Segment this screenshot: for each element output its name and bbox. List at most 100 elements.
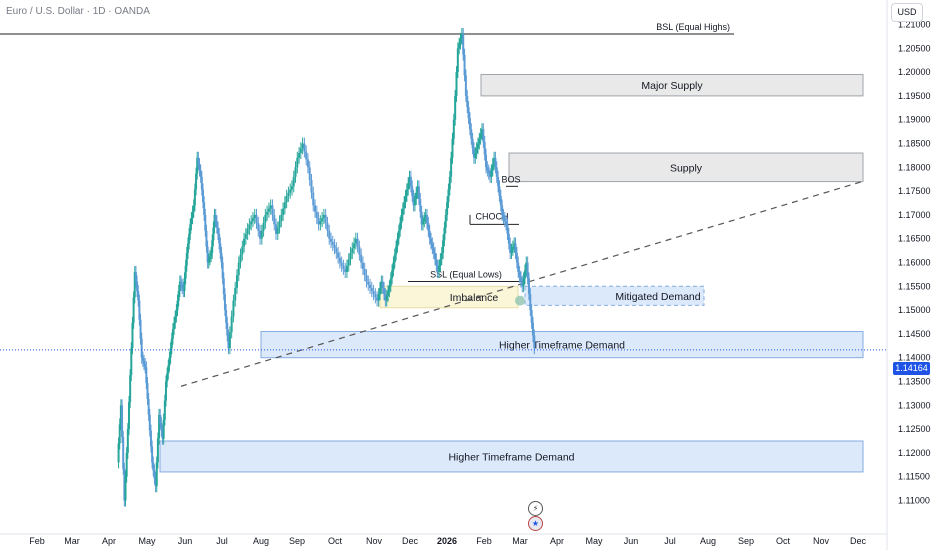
- candle-body: [212, 227, 215, 241]
- candle-body: [353, 243, 356, 249]
- candle-body: [206, 246, 209, 263]
- candle-body: [208, 256, 211, 260]
- x-tick-label: Oct: [328, 536, 343, 546]
- candle-body: [175, 310, 178, 317]
- candle-body: [269, 205, 272, 209]
- candle-body: [463, 54, 466, 76]
- candle-body: [119, 405, 122, 425]
- candle-body: [498, 186, 501, 196]
- candle-body: [273, 214, 276, 225]
- currency-button[interactable]: USD: [891, 3, 923, 22]
- candle-body: [301, 143, 304, 149]
- candle-body: [361, 262, 364, 269]
- candle-body: [232, 300, 235, 317]
- candle-body: [219, 243, 222, 253]
- x-tick-label: Jul: [664, 536, 676, 546]
- candle-body: [162, 419, 165, 439]
- candle-body: [276, 227, 279, 234]
- y-tick-label: 1.15500: [898, 281, 931, 291]
- candle-body: [430, 238, 433, 244]
- candle-body: [315, 211, 318, 219]
- candle-body: [160, 422, 163, 431]
- candle-body: [228, 332, 231, 349]
- candle-body: [305, 151, 308, 160]
- candle-body: [223, 294, 226, 311]
- candle-body: [519, 276, 522, 282]
- candle-body: [349, 252, 352, 260]
- candle-body: [419, 199, 422, 212]
- candle-body: [333, 245, 336, 249]
- candle-body: [438, 265, 441, 273]
- lightning-event-icon[interactable]: ⚡: [528, 501, 543, 516]
- candle-body: [141, 357, 144, 361]
- candle-body: [434, 252, 437, 260]
- candle-body: [515, 252, 518, 263]
- candle-body: [217, 227, 220, 234]
- x-tick-label: Sep: [289, 536, 305, 546]
- candle-body: [448, 176, 451, 190]
- candle-body: [439, 259, 442, 266]
- candle-body: [501, 205, 504, 215]
- candle-body: [124, 476, 127, 501]
- candle-body: [173, 322, 176, 330]
- us-flag-event-icon[interactable]: ★: [528, 516, 543, 531]
- candle-body: [185, 252, 188, 266]
- candle-body: [403, 202, 406, 209]
- candle-body: [338, 257, 341, 263]
- x-tick-label: Apr: [102, 536, 116, 546]
- y-tick-label: 1.11000: [898, 496, 930, 506]
- candle-body: [308, 167, 311, 180]
- candle-body: [533, 335, 536, 349]
- candle-body: [280, 214, 283, 222]
- candle-body: [396, 238, 399, 247]
- x-tick-label: Apr: [550, 536, 564, 546]
- candle-body: [411, 186, 414, 196]
- candle-body: [317, 218, 320, 225]
- candle-body: [472, 148, 475, 158]
- candle-body: [506, 224, 509, 234]
- candle-body: [460, 34, 463, 39]
- candle-body: [523, 270, 526, 279]
- candle-body: [529, 294, 532, 311]
- candle-body: [213, 214, 216, 228]
- candle-body: [161, 430, 164, 439]
- candle-body: [196, 157, 199, 174]
- zone-label: Higher Timeframe Demand: [448, 451, 574, 463]
- candle-body: [389, 278, 392, 287]
- candle-body: [230, 316, 233, 333]
- candle-body: [182, 287, 185, 292]
- candle-body: [140, 338, 143, 358]
- candle-body: [169, 348, 172, 358]
- candle-body: [392, 262, 395, 271]
- candle-body: [181, 284, 184, 288]
- candle-body: [133, 272, 136, 298]
- symbol-title: Euro / U.S. Dollar · 1D · OANDA: [6, 6, 150, 17]
- candle-body: [391, 270, 394, 279]
- candle-body: [485, 154, 488, 168]
- candle-body: [260, 230, 263, 239]
- candle-body: [407, 183, 410, 190]
- candle-body: [255, 214, 258, 223]
- candle-body: [282, 208, 285, 215]
- candle-body: [385, 295, 388, 301]
- candle-body: [189, 224, 192, 234]
- candle-body: [201, 189, 204, 203]
- x-tick-label: Feb: [29, 536, 45, 546]
- candle-body: [211, 240, 214, 253]
- y-tick-label: 1.17500: [898, 186, 931, 196]
- candle-body: [397, 230, 400, 239]
- candle-body: [365, 275, 368, 282]
- y-tick-label: 1.16500: [898, 234, 931, 244]
- candle-body: [312, 192, 315, 206]
- candle-body: [372, 291, 375, 295]
- candle-body: [290, 186, 293, 190]
- candle-body: [531, 322, 534, 336]
- candle-body: [475, 148, 478, 154]
- candle-body: [285, 195, 288, 203]
- candle-body: [147, 398, 150, 415]
- candle-body: [177, 291, 180, 301]
- candle-body: [381, 281, 384, 288]
- candle-body: [497, 176, 500, 187]
- candle-body: [486, 167, 489, 171]
